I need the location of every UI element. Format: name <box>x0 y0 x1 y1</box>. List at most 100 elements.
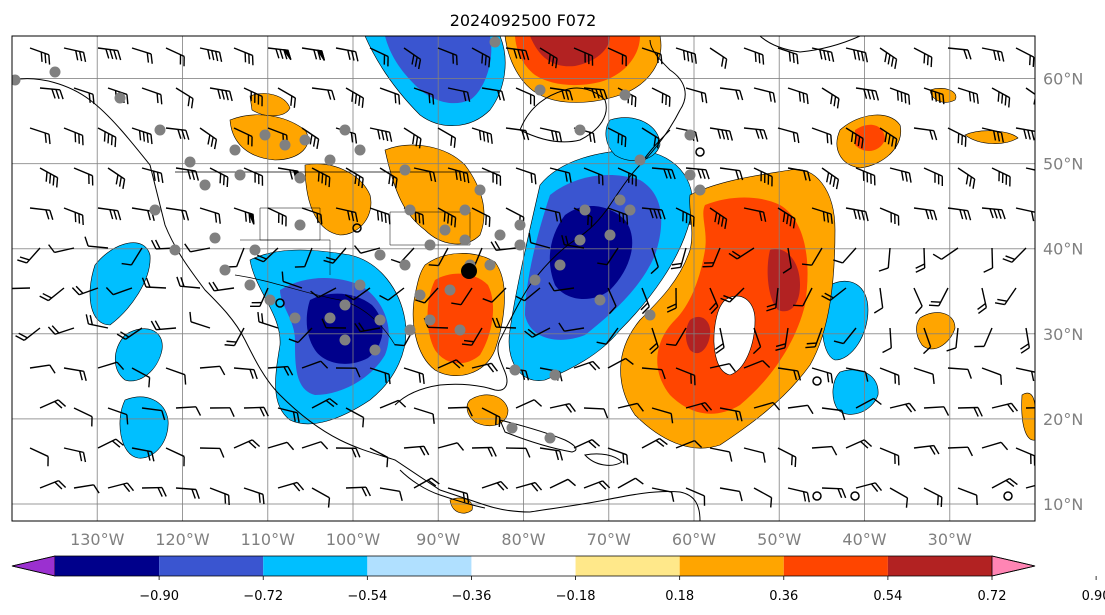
wind-barb <box>981 441 1009 451</box>
wind-barb <box>821 407 846 421</box>
station-marker <box>544 432 556 444</box>
wind-barb <box>728 247 755 260</box>
wind-barb <box>233 207 255 225</box>
wind-barb <box>491 317 517 329</box>
positive-anomaly-region <box>249 93 291 117</box>
wind-barb <box>39 167 59 188</box>
wind-barb <box>29 127 51 145</box>
wind-barb <box>403 367 425 384</box>
wind-barb <box>165 47 185 67</box>
wind-barb <box>923 87 945 105</box>
wind-barb <box>17 247 41 264</box>
longitude-tick-label: 100°W <box>326 530 381 549</box>
wind-barb <box>335 207 359 223</box>
wind-barb <box>415 287 439 304</box>
station-marker <box>459 234 471 246</box>
central-america-coastline <box>399 469 486 509</box>
wind-barb <box>719 487 743 502</box>
wind-barb <box>461 327 483 346</box>
station-marker <box>694 184 706 196</box>
wind-barb <box>437 442 465 451</box>
wind-barb <box>233 127 253 147</box>
wind-barb <box>670 247 687 270</box>
station-marker <box>154 124 166 136</box>
wind-barb <box>675 439 703 449</box>
wind-barb <box>1015 367 1035 383</box>
wind-barb <box>277 481 305 492</box>
wind-barb <box>549 402 576 413</box>
wind-barb <box>528 232 551 249</box>
station-marker <box>399 259 411 271</box>
wind-barb <box>105 287 133 296</box>
latitude-tick-label: 10°N <box>1043 495 1083 514</box>
wind-barb <box>685 87 708 104</box>
wind-barb <box>743 447 766 463</box>
wind-barb <box>675 367 696 386</box>
station-layer <box>12 36 1013 501</box>
station-marker <box>299 134 311 146</box>
longitude-tick-label: 50°W <box>757 530 801 549</box>
wind-barb <box>889 167 912 183</box>
station-marker <box>249 244 261 256</box>
positive-anomaly-region <box>427 273 494 364</box>
wind-barb <box>63 127 84 146</box>
latitude-tick-label: 50°N <box>1043 155 1083 174</box>
station-marker <box>684 169 696 181</box>
wind-barb <box>301 207 323 225</box>
wind-barb <box>855 397 882 409</box>
negative-anomaly-region <box>119 396 169 459</box>
wind-barb <box>845 439 873 449</box>
station-marker <box>534 84 546 96</box>
wind-barb <box>447 87 471 102</box>
wind-barb <box>107 482 135 493</box>
wind-barb <box>821 87 840 109</box>
wind-barb <box>1020 327 1031 354</box>
wind-barb <box>189 311 211 329</box>
wind-barb <box>176 276 201 289</box>
wind-barb <box>597 247 619 266</box>
wind-barb <box>915 247 926 273</box>
wind-barb <box>977 287 988 314</box>
wind-barb <box>607 287 617 315</box>
negative-anomaly-region <box>114 328 163 382</box>
wind-barb <box>879 47 898 70</box>
wind-barb <box>447 167 470 184</box>
colorbar-segment <box>55 556 160 576</box>
station-marker <box>294 172 306 184</box>
wind-barb <box>879 127 898 149</box>
station-marker <box>289 312 301 324</box>
wind-barb <box>947 446 973 457</box>
wind-barb <box>793 287 813 307</box>
wind-barb <box>199 127 218 150</box>
station-marker <box>514 219 526 231</box>
wind-barb <box>141 407 166 421</box>
wind-barb <box>116 327 143 340</box>
wind-barb <box>539 127 563 143</box>
highlighted-station-marker <box>461 263 477 279</box>
positive-anomaly-region <box>767 249 800 312</box>
wind-barb <box>243 406 269 417</box>
wind-barb <box>573 439 601 449</box>
wind-barb <box>650 247 659 275</box>
station-marker <box>114 92 126 104</box>
wind-barb <box>403 47 422 70</box>
colorbar-tick-label: −0.54 <box>347 589 387 604</box>
station-marker <box>324 312 336 324</box>
wind-barb <box>209 407 235 418</box>
wind-barb <box>199 47 223 62</box>
wind-barb <box>471 362 498 373</box>
station-marker <box>354 279 366 291</box>
wind-barb <box>73 484 100 494</box>
wind-barb <box>447 487 470 504</box>
wind-barb <box>981 207 1006 220</box>
wind-barb <box>685 167 710 180</box>
wind-barb <box>548 282 575 292</box>
south-america-coastline <box>529 491 701 521</box>
wind-barb <box>379 399 407 409</box>
wind-barb <box>845 207 869 222</box>
station-marker <box>199 179 211 191</box>
map-frame <box>11 35 1036 522</box>
wind-barb <box>515 87 536 106</box>
negative-anomaly-region <box>89 242 151 326</box>
station-marker <box>554 259 566 271</box>
